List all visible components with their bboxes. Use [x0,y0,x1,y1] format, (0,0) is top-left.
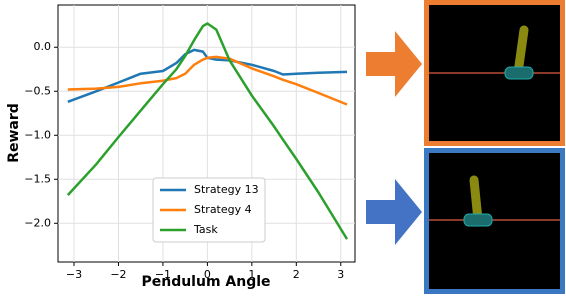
y-axis-label: Reward [6,103,22,163]
legend-label: Strategy 4 [194,203,252,216]
y-tick-label: −1.0 [24,128,51,141]
x-tick-label: −3 [66,268,82,281]
y-tick-label: −1.5 [24,172,51,185]
y-tick-label: −0.5 [24,84,51,97]
legend-label: Strategy 13 [194,183,259,196]
x-tick-label: 2 [293,268,300,281]
x-tick-label: −2 [110,268,126,281]
arrow [366,31,422,97]
figure: Pendulum Angle Reward 0.0−0.5−1.0−1.5−2.… [0,0,566,294]
x-tick-label: 1 [248,268,255,281]
y-tick-label: 0.0 [34,40,52,53]
legend: Strategy 13 Strategy 4 Task [153,178,265,242]
legend-label: Task [193,223,218,236]
cart [505,67,533,79]
x-tick-label: −1 [155,268,171,281]
y-tick-label: −2.0 [24,216,51,229]
x-tick-label: 0 [204,268,211,281]
cart [464,214,492,226]
x-tick-label: 3 [337,268,344,281]
arrow [366,179,422,245]
